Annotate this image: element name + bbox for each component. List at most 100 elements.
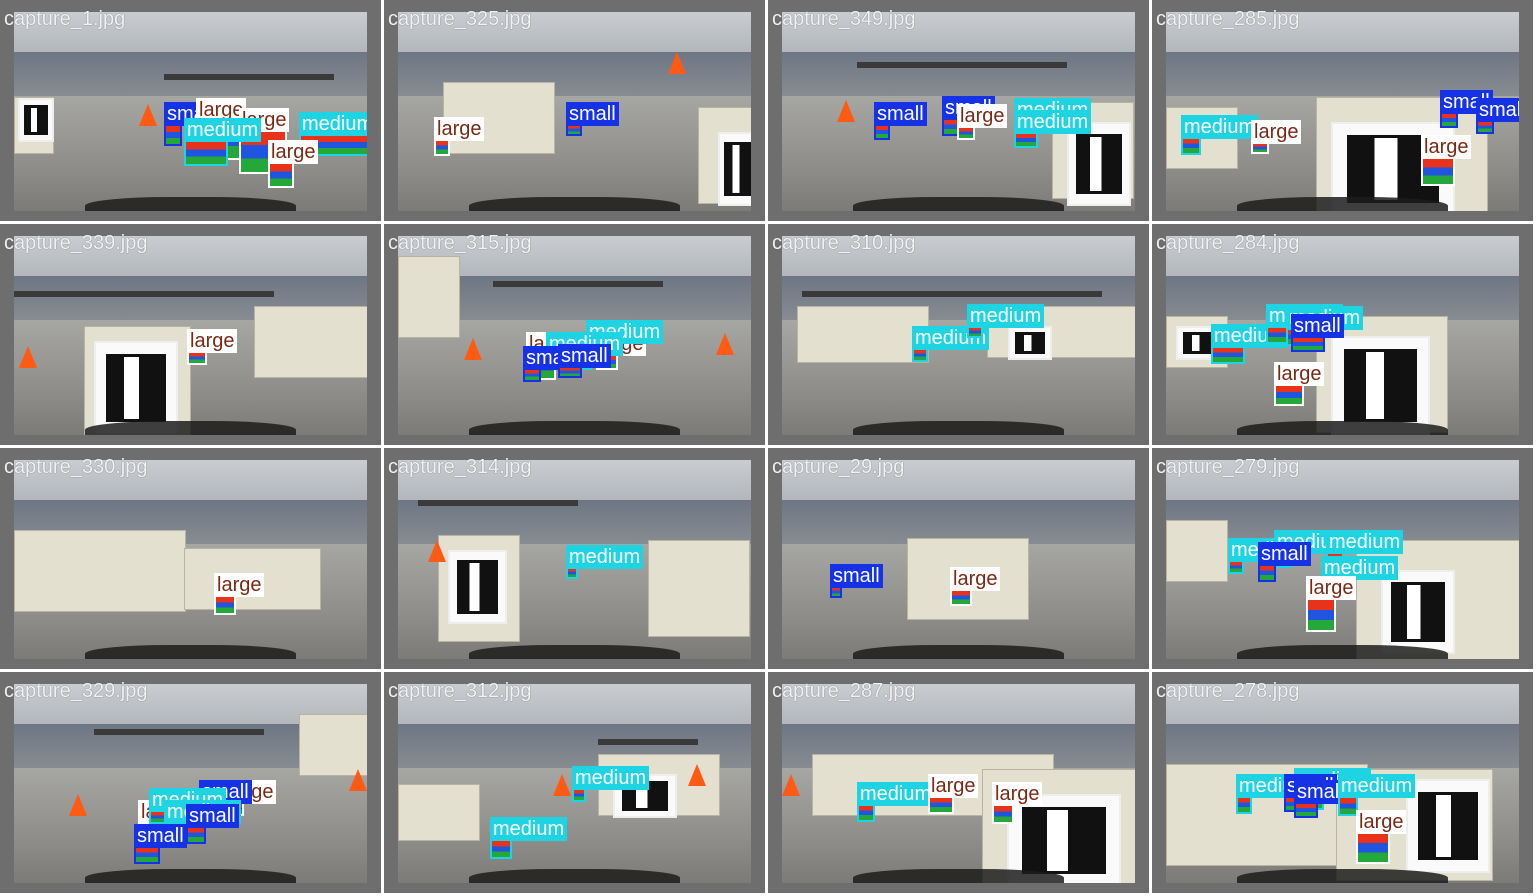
robot-chassis [468, 869, 681, 883]
table [802, 291, 1102, 297]
detection-box-small: small [1440, 90, 1493, 128]
traffic-cone [349, 769, 367, 791]
capture-photo: mediumlargesmallsmalllarge [1166, 12, 1519, 211]
detection-box-small: small [1476, 98, 1519, 134]
traffic-cone [716, 333, 734, 355]
traffic-cone [668, 52, 686, 74]
block-object [1238, 798, 1250, 812]
image-tile[interactable]: mediummediummediumsmallmediumlargecaptur… [1152, 448, 1533, 669]
detection-box-medium: medium [566, 545, 644, 579]
capture-photo: large [14, 236, 367, 435]
image-tile[interactable]: smallsmalllargemediummediumcapture_349.j… [768, 0, 1149, 221]
detection-box-medium: medium [1228, 538, 1306, 574]
detection-label: medium [967, 304, 1045, 328]
block-object [188, 828, 204, 842]
image-tile[interactable]: medium large large capture_287.jpg [768, 672, 1149, 893]
image-tile[interactable]: large capture_330.jpg [0, 448, 381, 669]
capture-photo: mediummediumsmallsmallmediumlarge [1166, 684, 1519, 883]
detection-label: small [830, 564, 883, 588]
image-tile[interactable]: largelargemediummediumsmallsmallcapture_… [384, 224, 765, 445]
detection-label: medium [572, 766, 650, 790]
image-filename: capture_1.jpg [4, 8, 126, 30]
detection-label: small [1291, 314, 1344, 338]
aruco-marker [1008, 326, 1052, 360]
capture-photo: medium medium [782, 236, 1135, 435]
detection-label: large [214, 573, 265, 597]
detection-box-small: small [164, 102, 217, 146]
block-object [1183, 139, 1199, 153]
detection-label: large [992, 782, 1043, 806]
capture-photo: mediummediummediumsmalllarge [1166, 236, 1519, 435]
detection-label: large [1306, 576, 1357, 600]
block-object [952, 591, 970, 604]
image-tile[interactable]: medium medium capture_312.jpg [384, 672, 765, 893]
block-object [930, 798, 952, 812]
capture-photo: small large large medium medium large [14, 12, 367, 211]
detection-box-medium: medium [490, 817, 568, 859]
table [418, 500, 578, 506]
robot-chassis [852, 197, 1065, 211]
robot-chassis [1236, 645, 1449, 659]
image-tile[interactable]: mediummediumsmallsmallmediumlargecapture… [1152, 672, 1533, 893]
table [14, 291, 274, 297]
block-object [436, 141, 448, 154]
image-filename: capture_285.jpg [1156, 8, 1300, 30]
table [857, 62, 1067, 68]
image-filename: capture_312.jpg [388, 680, 532, 702]
detection-label: large [434, 117, 485, 141]
block-object [568, 569, 576, 577]
block-object [186, 142, 226, 164]
image-filename: capture_279.jpg [1156, 456, 1300, 478]
image-filename: capture_330.jpg [4, 456, 148, 478]
storage-box [398, 784, 480, 841]
image-filename: capture_314.jpg [388, 456, 532, 478]
detection-box-medium: medium [1181, 115, 1259, 155]
detection-box-medium: medium [1338, 774, 1416, 816]
detection-box-large: large [434, 117, 485, 156]
detection-box-small: small [558, 344, 611, 378]
traffic-cone [782, 774, 800, 796]
robot-chassis [852, 869, 1065, 883]
detection-box-large: large [957, 104, 1008, 140]
image-tile[interactable]: small large capture_29.jpg [768, 448, 1149, 669]
storage-box [299, 714, 367, 776]
detection-label: small [1294, 780, 1347, 804]
detection-box-small: small [523, 346, 576, 382]
detection-label: large [957, 104, 1008, 128]
detection-box-large: large [1421, 135, 1472, 186]
block-object [166, 126, 180, 144]
aruco-marker [1406, 779, 1490, 873]
block-object [492, 841, 510, 857]
detection-box-large: large [928, 774, 979, 814]
robot-chassis [468, 645, 681, 659]
image-tile[interactable]: large small capture_325.jpg [384, 0, 765, 221]
detection-box-medium: medium [1211, 324, 1289, 364]
detection-label: medium [857, 782, 935, 806]
image-tile[interactable]: medium medium capture_310.jpg [768, 224, 1149, 445]
block-object [914, 350, 926, 360]
detection-label: small [1476, 98, 1519, 122]
block-object [1358, 834, 1388, 862]
block-object [1478, 122, 1492, 132]
detection-label: medium [1181, 115, 1259, 139]
block-object [969, 328, 981, 336]
block-object [876, 126, 888, 138]
detection-box-large: large [187, 329, 238, 365]
image-tile[interactable]: medium capture_314.jpg [384, 448, 765, 669]
detection-box-medium: medium [299, 112, 367, 156]
detection-box-large: large [1274, 362, 1325, 406]
detection-label: large [928, 774, 979, 798]
image-tile[interactable]: large capture_339.jpg [0, 224, 381, 445]
detection-box-small: small [874, 102, 927, 140]
block-object [136, 848, 158, 862]
detection-box-medium: medium [1236, 774, 1314, 814]
image-tile[interactable]: small large large medium medium large capture_… [0, 0, 381, 221]
robot-chassis [84, 197, 297, 211]
image-tile[interactable]: mediummediummediumsmalllargecapture_284.… [1152, 224, 1533, 445]
storage-box [14, 530, 186, 612]
image-tile[interactable]: mediumlargesmallsmalllargecapture_285.jp… [1152, 0, 1533, 221]
traffic-cone [553, 774, 571, 796]
table [94, 729, 264, 735]
detection-box-small: small [134, 824, 187, 864]
image-tile[interactable]: largelargesmallmediummediumsmallsmallcap… [0, 672, 381, 893]
